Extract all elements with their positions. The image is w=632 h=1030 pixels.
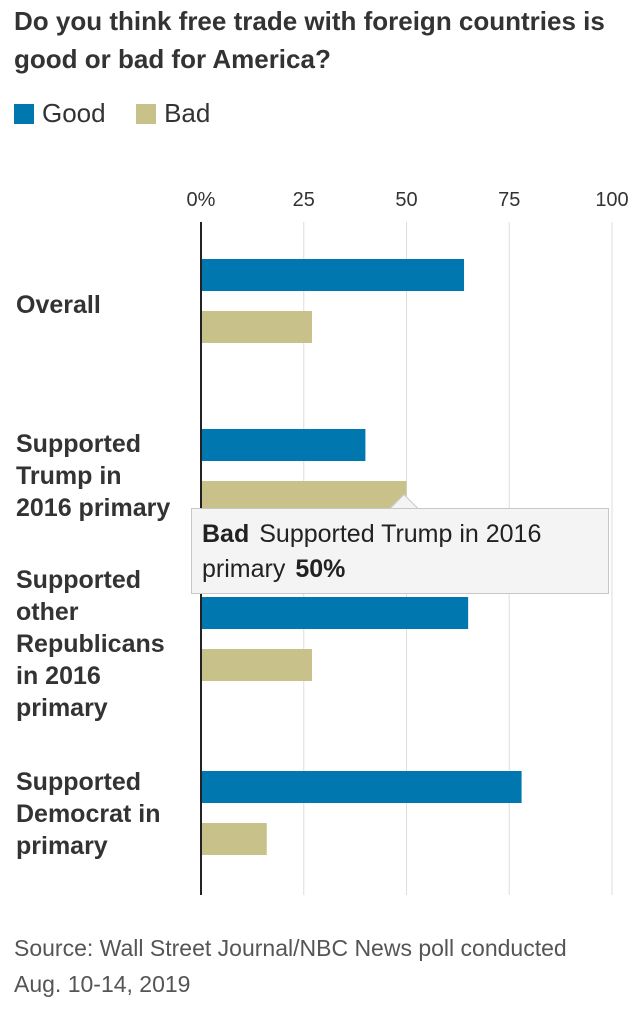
x-tick-label: 25 [293, 189, 315, 211]
category-label-line: in 2016 [16, 662, 101, 690]
bar-bad-1[interactable] [201, 481, 407, 513]
x-tick-label: 100 [595, 189, 628, 211]
bar-good-1[interactable] [201, 429, 366, 461]
tooltip-series: Bad [202, 520, 250, 548]
category-label-line: Supported [16, 768, 141, 796]
bar-good-3[interactable] [201, 771, 522, 803]
category-label: Supported other Republicans in 2016 primary [16, 564, 165, 724]
category-label-line: primary [16, 694, 108, 722]
bar-bad-3[interactable] [201, 823, 267, 855]
category-label: Overall [16, 289, 101, 321]
category-label: Supported Democrat in primary [16, 766, 160, 862]
category-label-line: primary [16, 832, 108, 860]
chart-title: Do you think free trade with foreign cou… [14, 6, 605, 74]
category-label-line: Supported [16, 430, 141, 458]
category-label-line: 2016 primary [16, 494, 171, 522]
x-tick-label: 50 [395, 189, 417, 211]
legend: Good Bad [14, 98, 236, 130]
legend-item-good[interactable]: Good [14, 98, 106, 129]
tooltip-value: 50% [295, 555, 346, 583]
bar-good-0[interactable] [201, 259, 465, 291]
bar-chart: 0% 25 50 75 100 [187, 189, 629, 895]
tooltip-category: Supported Trump in 2016 primary [202, 520, 542, 583]
tooltip: Bad Supported Trump in 2016 primary 50% [191, 508, 609, 594]
category-label: Supported Trump in 2016 primary [16, 428, 170, 524]
category-label-line: Overall [16, 291, 101, 319]
category-label-line: Republicans [16, 630, 165, 658]
category-label-line: Trump in [16, 462, 122, 490]
legend-swatch-good [14, 103, 34, 124]
legend-label-good: Good [42, 98, 106, 128]
x-tick-label: 0% [187, 189, 216, 211]
legend-swatch-bad [136, 103, 157, 124]
legend-label-bad: Bad [164, 98, 211, 128]
bar-bad-2[interactable] [201, 649, 312, 681]
category-label-line: Democrat in [16, 800, 161, 828]
category-label-line: Supported [16, 566, 141, 594]
bar-good-2[interactable] [201, 597, 469, 629]
bar-bad-0[interactable] [201, 311, 312, 343]
category-label-line: other [16, 598, 79, 626]
x-tick-label: 75 [498, 189, 520, 211]
source-note: Source: Wall Street Journal/NBC News pol… [14, 935, 567, 997]
legend-item-bad[interactable]: Bad [136, 98, 210, 129]
